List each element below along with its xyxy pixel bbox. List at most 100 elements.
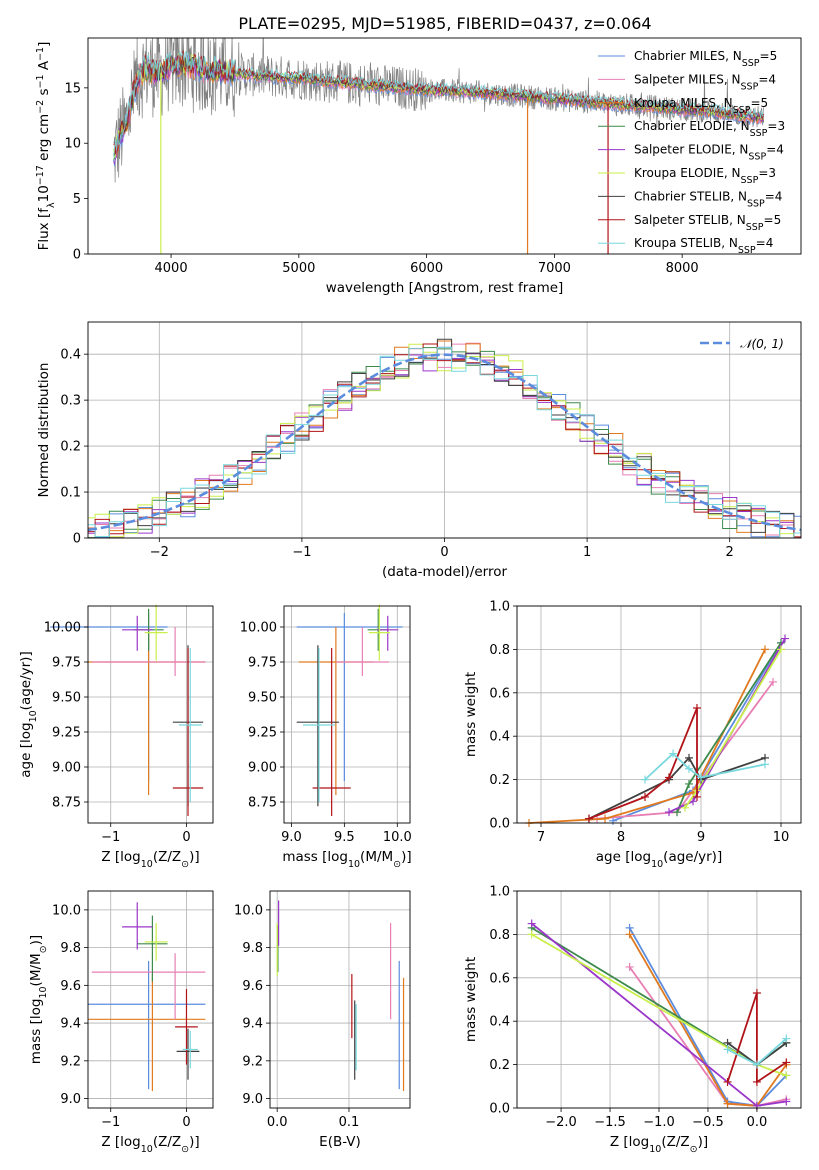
y-axis-label-part: −1 (35, 74, 46, 88)
residual-histogram-line (88, 346, 801, 538)
x-tick-label: −1.5 (594, 1115, 626, 1130)
x-tick-label: 6000 (410, 261, 443, 276)
mass-weight-marker (697, 773, 705, 782)
legend-entry-label: Chabrier STELIB, NSSP=4 (634, 189, 782, 209)
axes-frame (87, 890, 214, 1109)
y-axis-label-part: s (36, 88, 52, 99)
mass-weight-marker (685, 753, 693, 762)
x-axis-label-part: (Z/Z (153, 849, 181, 865)
x-axis-label-part: Z [log (101, 1134, 140, 1150)
legend-entry-label: Kroupa MILES, NSSP=5 (634, 96, 768, 116)
axes-frame (283, 605, 411, 824)
mass-weight-marker (601, 814, 609, 823)
x-axis-label-part: mass [log (282, 849, 348, 865)
x-tick-label: 0 (182, 830, 190, 845)
mass-weight-marker (777, 645, 785, 654)
x-tick-label: 0.0 (747, 1115, 768, 1130)
x-axis-label: Z [log10(Z/Z⊙)] (610, 1134, 708, 1155)
mass-weight-marker (527, 930, 536, 939)
x-tick-label: 0.1 (339, 1115, 360, 1130)
normal-distribution-curve (88, 353, 801, 532)
mass-vs-metallicity-panel: −1 09.09.29.49.69.810.0Z [log10(Z/Z⊙)]mas… (28, 890, 214, 1155)
y-axis-label: mass [log10(M/M⊙)] (28, 935, 49, 1064)
model-spectrum-line (113, 50, 765, 155)
x-axis-label: (data-model)/error (382, 564, 508, 580)
mass-weight-marker (752, 1060, 761, 1069)
mass-weight-marker (782, 1034, 791, 1043)
y-tick-label: 9.00 (52, 761, 81, 776)
mass-weight-marker (665, 808, 673, 817)
legend-entry-label-part: =4 (765, 189, 783, 203)
x-axis-label-part: ⊙ (181, 859, 189, 870)
y-axis-label-part: 10 (28, 710, 39, 722)
legend-entry-label-part: SSP (742, 58, 760, 69)
x-tick-label: 1 (583, 545, 591, 560)
y-tick-label: 9.0 (242, 1092, 263, 1107)
y-axis-label-part: λ (46, 202, 57, 208)
legend-entry-label-part: =5 (764, 213, 782, 227)
legend-entry-label-part: Salpeter STELIB, N (634, 213, 746, 227)
x-tick-label: 0.0 (267, 1115, 288, 1130)
x-tick-label: −1 (101, 1115, 120, 1130)
y-axis-label-part: ⊙ (38, 945, 49, 953)
mass-weight-marker (693, 792, 701, 801)
mass-weight-marker (761, 645, 769, 654)
legend-entry-label: Kroupa ELODIE, NSSP=3 (634, 166, 776, 186)
x-tick-label: −0.5 (692, 1115, 724, 1130)
y-axis-label-part: Flux [f (36, 207, 52, 251)
y-tick-label: 0.4 (489, 730, 510, 745)
legend-entry-label-part: SSP (746, 221, 764, 232)
y-axis-label-part: 10 (38, 986, 49, 998)
legend-entry-label-part: SSP (741, 81, 759, 92)
mass-weight-marker (782, 1097, 791, 1106)
y-tick-label: 9.00 (248, 761, 277, 776)
y-axis-label-part: A (36, 60, 52, 74)
mass-weight-marker (681, 803, 689, 812)
y-tick-label: 0.6 (489, 971, 510, 986)
legend-entry-label-part: SSP (733, 104, 751, 115)
legend-entry-label: Salpeter MILES, NSSP=4 (634, 72, 776, 92)
y-tick-label: 9.6 (60, 979, 81, 994)
x-tick-label: 10 (773, 830, 790, 845)
y-axis-label-part: ] (36, 42, 52, 47)
legend-entry-label-part: SSP (747, 198, 765, 209)
x-axis-label-part: (Z/Z (661, 1134, 689, 1150)
y-tick-label: 15 (64, 81, 81, 96)
x-tick-label: 7 (537, 830, 545, 845)
mass-vs-ebv-panel: 0.0 0.1 9.0 9.2 9.4 9.6 9.8 10.0 E(B-V) (234, 890, 411, 1150)
y-tick-label: 9.25 (52, 726, 81, 741)
legend-entry-label-part: Chabrier STELIB, N (634, 189, 747, 203)
y-axis-label: Flux [fλ10−17 erg cm−2 s−1 A−1] (35, 42, 57, 251)
x-axis-label-part: ⊙ (690, 1144, 698, 1155)
residuals-panel: −2 −1 0 1 2 0 0.1 0.2 0.3 0.4 (data-model)/error No… (36, 321, 802, 580)
legend-entry-label: Chabrier MILES, NSSP=5 (634, 49, 777, 69)
y-tick-label: 8.75 (52, 796, 81, 811)
y-tick-label: 10.00 (240, 621, 277, 636)
x-tick-label: 9.0 (281, 830, 302, 845)
legend-entry-label-part: Kroupa STELIB, N (634, 236, 738, 250)
axes-frame (87, 605, 214, 824)
x-tick-label: 9.5 (334, 830, 355, 845)
y-tick-label: 0 (73, 532, 81, 547)
mass-weight-marker (761, 760, 769, 769)
y-axis-label-part: −1 (35, 47, 46, 61)
y-axis-label-part: −17 (35, 165, 46, 185)
legend-entry-label-part: =5 (760, 49, 778, 63)
mass-weight-marker (669, 749, 677, 758)
mass-weight-marker (585, 814, 593, 823)
x-tick-label: 2 (726, 545, 734, 560)
x-tick-label: 0 (440, 545, 448, 560)
model-spectrum-line (113, 50, 764, 158)
residual-histogram-line (88, 342, 801, 538)
legend-entry-label-part: SSP (748, 151, 766, 162)
x-tick-label: 8000 (666, 261, 699, 276)
x-tick-label: 10.0 (383, 830, 412, 845)
y-axis-label-part: 10 (36, 185, 52, 202)
x-axis-label-part: ⊙ (393, 859, 401, 870)
mass-weight-marker (685, 779, 693, 788)
y-tick-label: 10.0 (52, 903, 81, 918)
x-tick-label: 8 (617, 830, 625, 845)
